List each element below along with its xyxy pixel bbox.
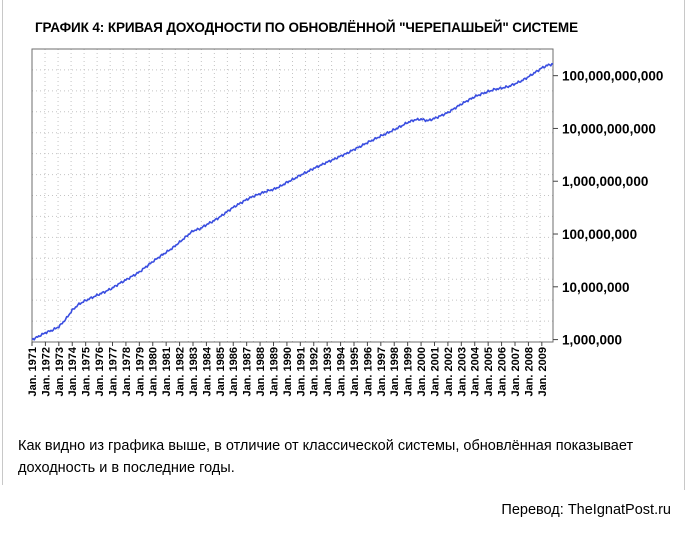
x-tick-label: Jan. 1973 (54, 347, 66, 397)
plot-area-border (31, 48, 554, 343)
equity-curve-chart: 1,000,000 10,000,000 100,000,000 1,000,000,… (27, 48, 663, 397)
equity-curve-line (31, 62, 554, 341)
x-tick-label: Jan. 2003 (456, 347, 468, 397)
x-tick-label: Jan. 1996 (362, 347, 374, 397)
x-tick-label: Jan. 1988 (255, 347, 267, 397)
x-tick-label: Jan. 2006 (497, 347, 509, 397)
x-tick-label: Jan. 1998 (389, 347, 401, 397)
x-tick-label: Jan. 1989 (268, 347, 280, 397)
x-tick-label: Jan. 1971 (27, 347, 39, 397)
x-tick-label: Jan. 1994 (336, 346, 348, 396)
y-tick-label: 1,000,000,000 (562, 174, 648, 189)
y-tick-label: 100,000,000 (562, 227, 637, 242)
x-tick-label: Jan. 1993 (322, 347, 334, 397)
x-tick-label: Jan. 1985 (215, 347, 227, 397)
x-tick-label: Jan. 1983 (188, 347, 200, 397)
x-tick-label: Jan. 1991 (295, 347, 307, 397)
x-tick-label: Jan. 1990 (282, 347, 294, 397)
x-tick-label: Jan. 2002 (443, 347, 455, 397)
caption-text: Как видно из графика выше, в отличие от … (18, 438, 634, 476)
y-tick-label: 10,000,000 (562, 280, 630, 295)
x-tick-label: Jan. 2009 (537, 347, 549, 397)
x-tick-label: Jan. 1981 (161, 347, 173, 397)
x-tick-label: Jan. 1992 (309, 347, 321, 397)
x-tick-label: Jan. 1997 (376, 347, 388, 397)
x-tick-label: Jan. 2004 (470, 346, 482, 396)
x-tick-label: Jan. 1995 (349, 347, 361, 397)
frame-left-border (2, 0, 3, 485)
y-tick-label: 1,000,000 (562, 333, 622, 348)
x-tick-label: Jan. 1972 (40, 347, 52, 397)
x-tick-label: Jan. 1978 (121, 347, 133, 397)
x-tick-label: Jan. 2001 (429, 347, 441, 397)
chart-title: ГРАФИК 4: КРИВАЯ ДОХОДНОСТИ ПО ОБНОВЛЁНН… (35, 20, 578, 35)
x-tick-label: Jan. 1986 (228, 347, 240, 397)
x-tick-label: Jan. 2007 (510, 347, 522, 397)
y-tick-label: 10,000,000,000 (562, 121, 656, 136)
x-tick-label: Jan. 1979 (134, 347, 146, 397)
x-tick-label: Jan. 1977 (107, 347, 119, 397)
x-tick-label: Jan. 2000 (416, 347, 428, 397)
translation-credit: Перевод: TheIgnatPost.ru (501, 502, 671, 518)
x-tick-label: Jan. 1982 (175, 347, 187, 397)
x-tick-label: Jan. 1975 (81, 347, 93, 397)
x-tick-label: Jan. 2005 (483, 347, 495, 397)
x-tick-label: Jan. 2008 (523, 347, 535, 397)
x-tick-label: Jan. 1980 (148, 347, 160, 397)
x-tick-label: Jan. 1999 (403, 347, 415, 397)
x-tick-label: Jan. 1987 (242, 347, 254, 397)
y-tick-label: 100,000,000,000 (562, 69, 663, 84)
frame-right-border (684, 0, 685, 490)
x-tick-label: Jan. 1974 (67, 346, 79, 396)
x-tick-label: Jan. 1976 (94, 347, 106, 397)
x-tick-label: Jan. 1984 (201, 346, 213, 396)
